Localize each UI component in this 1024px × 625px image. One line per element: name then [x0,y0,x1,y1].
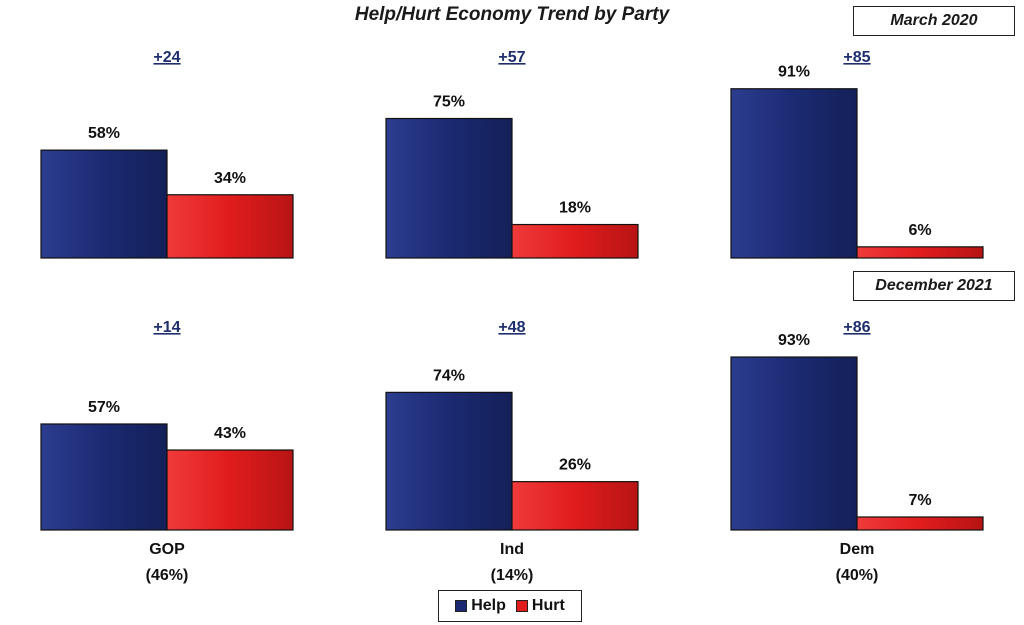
legend-entry-hurt: Hurt [515,597,565,615]
value-label-help-dem-panel1: 93% [778,332,810,349]
difference-label-ind-panel0: +57 [498,49,525,66]
value-label-hurt-ind-panel0: 18% [559,200,591,217]
category-share-ind: (14%) [491,567,534,584]
bar-hurt-gop-panel1 [166,449,294,531]
value-label-hurt-ind-panel1: 26% [559,457,591,474]
value-label-help-gop-panel0: 58% [88,125,120,142]
bar-help-dem-panel1 [730,356,858,531]
legend-label-hurt: Hurt [531,597,565,614]
value-label-hurt-gop-panel1: 43% [214,425,246,442]
legend-swatch-help [455,600,468,612]
value-label-help-gop-panel1: 57% [88,399,120,416]
legend-label-help: Help [471,597,506,614]
legend-entry-help: Help [455,597,506,615]
legend: Help Hurt [438,590,582,622]
category-label-ind: Ind [500,541,524,558]
bar-help-dem-panel0 [730,88,858,259]
bar-chart: 58% 34% +24 75% 18% +57 91% 6% +85 57% 43% +14 74% 26… [40,49,984,584]
bar-help-ind-panel1 [385,391,513,531]
value-label-hurt-gop-panel0: 34% [214,170,246,187]
bar-help-gop-panel1 [40,423,168,531]
value-label-hurt-dem-panel0: 6% [908,222,931,239]
difference-label-dem-panel1: +86 [843,319,870,336]
difference-label-dem-panel0: +85 [843,49,870,66]
bar-help-ind-panel0 [385,117,513,259]
period-label-march-2020: March 2020 [853,6,1015,36]
value-label-help-dem-panel0: 91% [778,64,810,81]
category-label-dem: Dem [840,541,875,558]
category-label-gop: GOP [149,541,185,558]
chart-title: Help/Hurt Economy Trend by Party [354,4,670,25]
value-label-help-ind-panel0: 75% [433,94,465,111]
period-label-december-2021: December 2021 [853,271,1015,301]
bar-hurt-gop-panel0 [166,194,294,259]
category-share-gop: (46%) [146,567,189,584]
difference-label-gop-panel0: +24 [153,49,180,66]
category-share-dem: (40%) [836,567,879,584]
bar-help-gop-panel0 [40,149,168,259]
bar-hurt-ind-panel1 [511,481,639,531]
difference-label-ind-panel1: +48 [498,319,525,336]
bar-hurt-ind-panel0 [511,223,639,259]
bar-hurt-dem-panel1 [856,516,984,531]
legend-swatch-hurt [515,600,528,612]
value-label-hurt-dem-panel1: 7% [908,492,931,509]
bar-hurt-dem-panel0 [856,246,984,259]
difference-label-gop-panel1: +14 [153,319,180,336]
value-label-help-ind-panel1: 74% [433,367,465,384]
